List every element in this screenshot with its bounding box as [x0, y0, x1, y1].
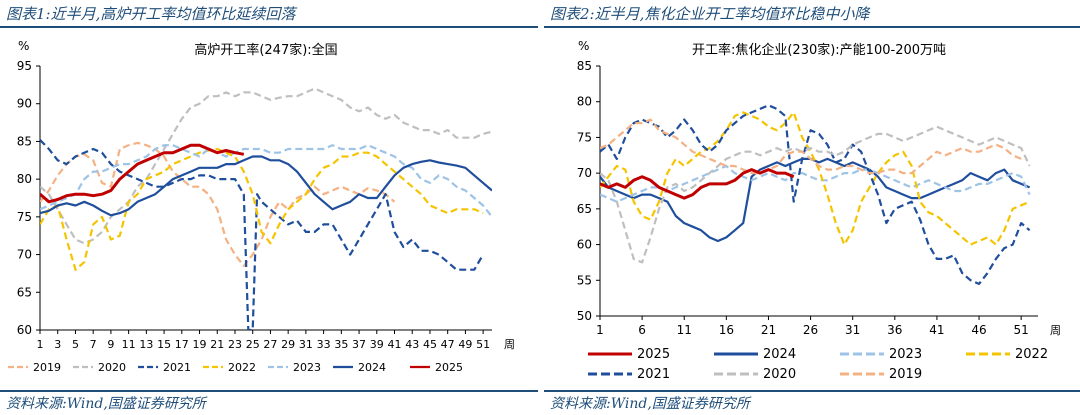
y-tick-label: 70 [577, 166, 592, 180]
figure-source: 资料来源:Wind,国盛证券研究所 [550, 396, 750, 412]
legend-label: 2022 [1015, 347, 1048, 362]
series-line-2019 [40, 141, 396, 267]
chart-panel-right: 图表2:近半月,焦化企业开工率均值环比稳中小降 开工率:焦化企业(230家):产… [544, 0, 1080, 415]
y-tick-label: 80 [577, 95, 592, 109]
x-tick-label: 15 [157, 338, 171, 351]
x-tick-label: 1 [37, 338, 44, 351]
y-tick-label: 65 [17, 285, 32, 299]
series-line-2022 [600, 111, 1031, 246]
x-tick-label: 41 [388, 338, 402, 351]
x-unit-label: 周 [504, 338, 515, 351]
legend-label: 2020 [98, 361, 126, 374]
x-tick-label: 5 [72, 338, 79, 351]
figure-source: 资料来源:Wind,国盛证券研究所 [6, 396, 206, 412]
x-tick-label: 23 [228, 338, 242, 351]
x-tick-label: 11 [122, 338, 136, 351]
title-rule [544, 26, 1080, 28]
x-tick-label: 3 [54, 338, 61, 351]
series-line-2021 [40, 139, 485, 330]
y-tick-label: 60 [17, 323, 32, 337]
x-tick-label: 51 [476, 338, 490, 351]
chart-title: 高炉开工率(247家):全国 [194, 42, 337, 58]
x-tick-label: 43 [405, 338, 419, 351]
legend-label: 2020 [763, 367, 796, 382]
x-tick-label: 36 [887, 323, 902, 337]
x-tick-label: 46 [971, 323, 986, 337]
legend-label: 2025 [637, 347, 670, 362]
series-line-2020 [600, 125, 1031, 264]
x-tick-label: 29 [281, 338, 295, 351]
series-line-2020 [40, 87, 492, 245]
legend-label: 2024 [763, 347, 796, 362]
y-tick-label: 95 [17, 59, 32, 73]
x-tick-label: 19 [193, 338, 207, 351]
x-tick-label: 21 [210, 338, 224, 351]
x-tick-label: 21 [761, 323, 776, 337]
x-tick-label: 35 [334, 338, 348, 351]
series-line-2023 [600, 164, 1031, 203]
coking-chart: 开工率:焦化企业(230家):产能100-200万吨% 50 55 60 65 70 75 8… [577, 39, 1061, 382]
x-tick-label: 37 [352, 338, 366, 351]
legend-label: 2025 [435, 361, 463, 374]
x-tick-label: 31 [845, 323, 860, 337]
series-line-2025 [600, 168, 795, 200]
legend-label: 2023 [889, 347, 922, 362]
legend-label: 2022 [228, 361, 256, 374]
y-tick-label: 60 [577, 238, 592, 252]
title-rule [0, 26, 538, 28]
x-tick-label: 33 [317, 338, 331, 351]
chart-title: 开工率:焦化企业(230家):产能100-200万吨 [692, 42, 946, 58]
x-tick-label: 41 [929, 323, 944, 337]
x-tick-label: 25 [246, 338, 260, 351]
x-tick-label: 45 [423, 338, 437, 351]
figure-title: 图表2:近半月,焦化企业开工率均值环比稳中小降 [550, 5, 870, 23]
y-tick-label: 85 [577, 59, 592, 73]
x-tick-label: 49 [458, 338, 472, 351]
y-unit-label: % [18, 39, 29, 53]
chart-panel-left: 图表1:近半月,高炉开工率均值环比延续回落 高炉开工率(247家):全国% 60 6… [0, 0, 538, 415]
x-tick-label: 7 [90, 338, 97, 351]
series-line-2023 [40, 144, 492, 218]
legend-label: 2019 [889, 367, 922, 382]
series-line-2025 [40, 143, 245, 204]
y-tick-label: 75 [17, 210, 32, 224]
x-tick-label: 1 [596, 323, 604, 337]
y-unit-label: % [578, 39, 589, 53]
x-tick-label: 9 [107, 338, 114, 351]
legend-label: 2021 [163, 361, 191, 374]
x-tick-label: 27 [263, 338, 277, 351]
legend-label: 2024 [358, 361, 386, 374]
x-tick-label: 39 [370, 338, 384, 351]
source-rule [544, 390, 1080, 392]
y-tick-label: 75 [577, 130, 592, 144]
y-tick-label: 65 [577, 202, 592, 216]
x-tick-label: 47 [441, 338, 455, 351]
x-tick-label: 13 [139, 338, 153, 351]
x-tick-label: 51 [1014, 323, 1029, 337]
x-unit-label: 周 [1050, 324, 1061, 337]
x-tick-label: 11 [677, 323, 692, 337]
source-rule [0, 390, 538, 392]
series-line-2022 [40, 147, 484, 271]
y-tick-label: 90 [17, 97, 32, 111]
legend-label: 2021 [637, 367, 670, 382]
x-tick-label: 31 [299, 338, 313, 351]
series-line-2024 [600, 157, 1031, 243]
y-tick-label: 55 [577, 273, 592, 287]
series-line-2024 [40, 155, 492, 217]
x-tick-label: 16 [719, 323, 734, 337]
y-tick-label: 50 [577, 309, 592, 323]
x-tick-label: 6 [638, 323, 646, 337]
y-tick-label: 85 [17, 134, 32, 148]
figure-title: 图表1:近半月,高炉开工率均值环比延续回落 [6, 5, 296, 23]
legend-label: 2023 [293, 361, 321, 374]
legend-label: 2019 [33, 361, 61, 374]
y-tick-label: 70 [17, 248, 32, 262]
series-line-2019 [600, 118, 1022, 175]
series-line-2021 [600, 104, 1031, 285]
x-tick-label: 17 [175, 338, 189, 351]
x-tick-label: 26 [803, 323, 818, 337]
y-tick-label: 80 [17, 172, 32, 186]
